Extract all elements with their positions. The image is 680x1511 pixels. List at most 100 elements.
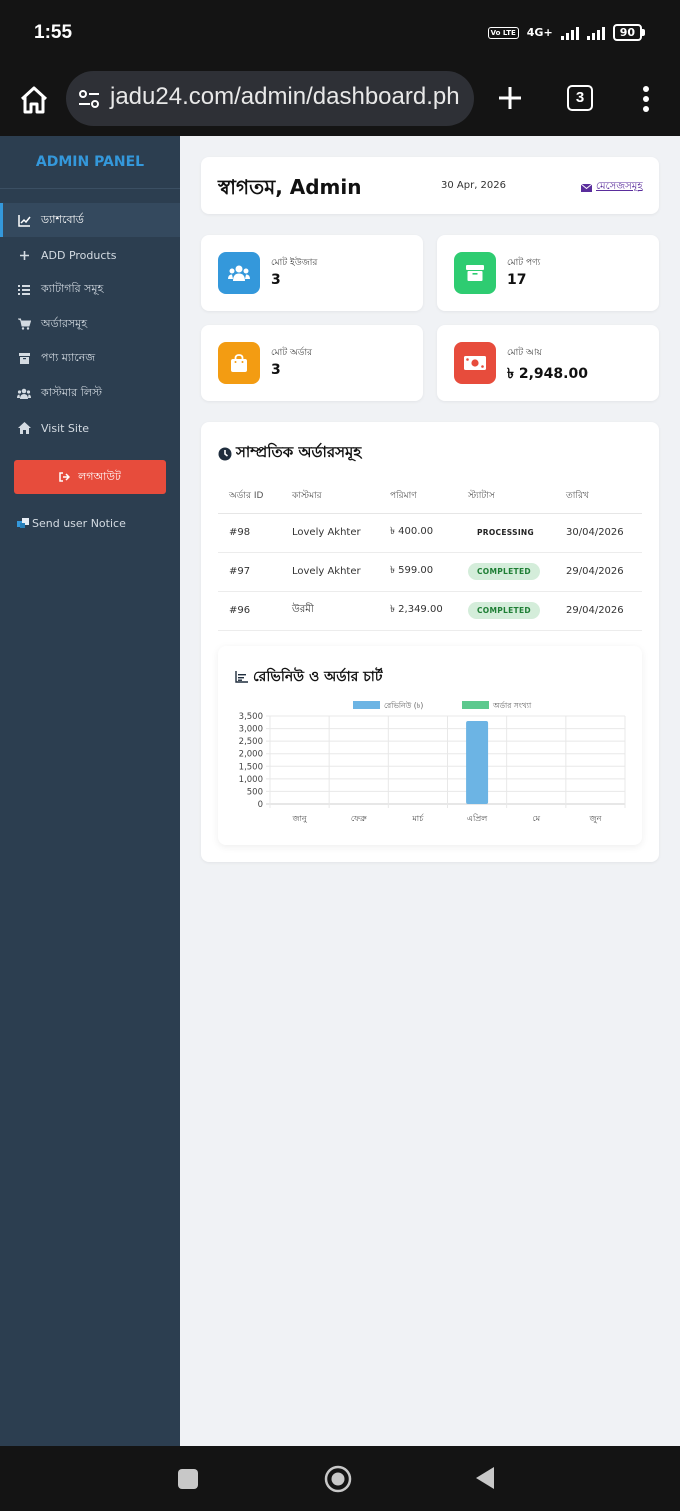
list-icon [17,282,31,296]
chart-title-text: রেভিনিউ ও অর্ডার চার্ট [253,669,383,685]
cart-icon [17,317,31,331]
y-tick-label: 2,000 [239,750,263,760]
system-nav-bar [0,1446,680,1511]
sidebar-item-customers[interactable]: কাস্টমার লিস্ট [0,376,180,410]
stat-card-products: মোট পণ্য 17 [437,235,659,311]
network-type-label: 4G+ [526,26,553,39]
order-id: #97 [229,566,251,577]
sidebar-item-label: ক্যাটাগরি সমূহ [41,281,104,295]
x-tick-label: ফেব্রু [351,814,367,823]
welcome-card: স্বাগতম, Admin 30 Apr, 2026 মেসেজসমূহ [201,157,659,214]
recent-orders-card: সাম্প্রতিক অর্ডারসমূহ অর্ডার ID কাস্টমার… [201,422,659,862]
order-customer: Lovely Akhter [292,566,361,577]
y-tick-label: 3,500 [239,712,263,722]
stat-label: মোট আয় [507,348,542,358]
back-icon[interactable] [474,1466,496,1490]
sidebar-item-label: পণ্য ম্যানেজ [41,350,96,364]
x-tick-label: জানু [291,814,307,823]
revenue-chart-card: রেভিনিউ ও অর্ডার চার্ট রেভিনিউ (৳) অর্ডার… [218,646,642,845]
table-row[interactable]: #96 উরমী ৳ 2,349.00 COMPLETED 29/04/2026 [218,591,642,631]
signal-bars-icon-2 [586,26,605,40]
chart-title: রেভিনিউ ও অর্ডার চার্ট [235,665,382,689]
revenue-orders-chart: রেভিনিউ (৳) অর্ডার সংখ্যা 0 500 1,000 1,500 2,… [239,700,626,823]
stat-value: 3 [271,272,281,288]
chart-line-icon [17,213,31,227]
y-tick-label: 1,500 [239,762,263,772]
order-status: COMPLETED [468,591,540,630]
sign-out-icon [59,472,71,482]
status-icons: Vo LTE 4G+ 90 [487,24,646,41]
envelope-icon [581,183,592,192]
legend-label: রেভিনিউ (৳) [384,700,423,710]
status-badge: PROCESSING [477,528,534,537]
y-tick-label: 2,500 [239,737,263,747]
x-tick-label: জুন [588,814,601,823]
x-tick-label: এপ্রিল [467,814,488,823]
order-customer: Lovely Akhter [292,527,361,538]
sidebar-item-label: Visit Site [41,421,90,435]
sidebar-divider [0,188,180,189]
column-header: কাস্টমার [292,491,322,501]
table-row[interactable]: #97 Lovely Akhter ৳ 599.00 COMPLETED 29/… [218,552,642,592]
notice-label: Send user Notice [32,517,126,530]
home-icon [17,421,31,435]
box-icon [454,252,496,294]
order-amount: ৳ 599.00 [390,565,434,576]
users-icon [218,252,260,294]
more-vert-icon[interactable] [636,84,656,114]
sidebar-item-add-products[interactable]: ADD Products [0,238,180,272]
order-date: 29/04/2026 [566,566,624,577]
messages-link[interactable]: মেসেজসমূহ [581,179,643,196]
sidebar-item-orders[interactable]: অর্ডারসমূহ [0,307,180,341]
box-icon [17,351,31,365]
page-title: স্বাগতম, Admin [218,175,362,199]
logout-button[interactable]: লগআউট [14,460,166,494]
sidebar-item-categories[interactable]: ক্যাটাগরি সমূহ [0,272,180,306]
legend-swatch [462,701,489,709]
y-tick-label: 0 [258,800,263,810]
home-icon[interactable] [18,84,50,116]
order-id: #96 [229,605,251,616]
recent-orders-title-text: সাম্প্রতিক অর্ডারসমূহ [236,443,362,461]
x-tick-label: মার্চ [411,814,424,823]
new-tab-icon[interactable] [496,84,524,112]
status-time: 1:55 [34,22,73,43]
table-row[interactable]: #98 Lovely Akhter ৳ 400.00 PROCESSING 30… [218,513,642,553]
y-tick-label: 500 [247,787,263,797]
stat-label: মোট পণ্য [507,258,541,268]
money-icon [454,342,496,384]
table-header: অর্ডার ID কাস্টমার পরিমাণ স্ট্যাটাস তারি… [218,478,642,514]
status-bar: 1:55 Vo LTE 4G+ 90 [0,0,680,68]
recents-icon[interactable] [177,1468,199,1490]
y-tick-label: 3,000 [239,725,263,735]
clock-icon [218,447,232,460]
notification-icon [17,518,29,528]
sidebar-title: ADMIN PANEL [35,154,145,170]
sidebar-item-label: ড্যাশবোর্ড [41,212,84,226]
sidebar-item-manage-products[interactable]: পণ্য ম্যানেজ [0,341,180,375]
current-date: 30 Apr, 2026 [441,180,507,191]
order-date: 29/04/2026 [566,605,624,616]
sidebar-item-dashboard[interactable]: ড্যাশবোর্ড [0,203,180,237]
stat-value: ৳ 2,948.00 [507,366,588,382]
address-bar[interactable]: jadu24.com/admin/dashboard.ph [66,71,474,126]
sidebar-item-label: অর্ডারসমূহ [41,316,88,330]
status-badge: COMPLETED [468,602,540,619]
send-notice-link[interactable]: Send user Notice [17,517,126,530]
column-header: পরিমাণ [390,491,417,501]
column-header: তারিখ [566,491,589,501]
sidebar-item-visit-site[interactable]: Visit Site [0,411,180,445]
recent-orders-title: সাম্প্রতিক অর্ডারসমূহ [218,441,361,466]
sidebar-item-label: কাস্টমার লিস্ট [41,385,103,399]
logout-label: লগআউট [78,469,121,483]
sidebar-item-label: ADD Products [41,248,117,262]
order-amount: ৳ 400.00 [390,526,434,537]
order-date: 30/04/2026 [566,527,624,538]
stat-value: 17 [507,272,527,288]
bar-chart-icon [235,671,248,683]
home-circle-icon[interactable] [323,1464,353,1494]
site-settings-icon[interactable] [78,88,100,110]
signal-bars-icon [560,26,579,40]
tab-switcher-button[interactable]: 3 [567,85,593,111]
chart-bar [466,721,489,804]
